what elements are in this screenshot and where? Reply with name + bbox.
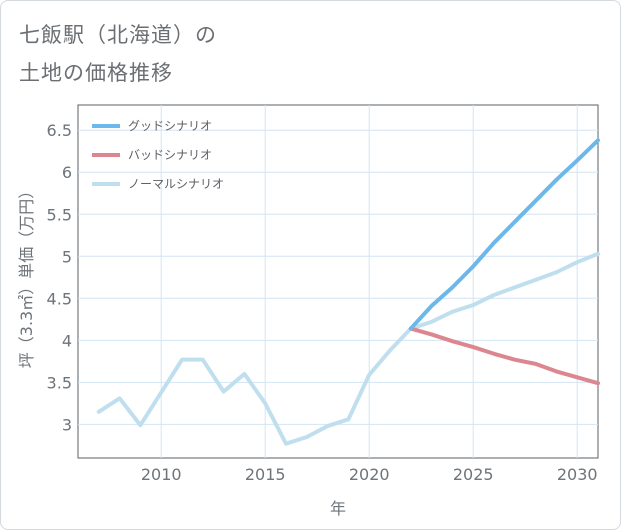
y-tick-label: 3.5 xyxy=(47,373,72,392)
y-tick-label: 4.5 xyxy=(47,289,72,308)
legend-label-2: ノーマルシナリオ xyxy=(128,177,224,191)
x-axis-label: 年 xyxy=(330,499,346,518)
y-tick-label: 6 xyxy=(62,163,72,182)
y-axis-label: 坪（3.3㎡）単価（万円） xyxy=(17,183,36,368)
y-tick-label: 5 xyxy=(62,247,72,266)
y-tick-label: 4 xyxy=(62,331,72,350)
tick-layer: 2010 2015 2020 2025 2030 3 3.5 4 4.5 5 5.5 6 6.5 xyxy=(47,121,598,484)
x-tick-label: 2030 xyxy=(557,465,598,484)
x-tick-label: 2010 xyxy=(141,465,182,484)
chart-title-line-1: 七飯駅（北海道）の xyxy=(19,23,217,47)
x-tick-label: 2025 xyxy=(453,465,494,484)
series-line-0 xyxy=(408,138,600,331)
x-tick-label: 2020 xyxy=(349,465,390,484)
y-tick-label: 5.5 xyxy=(47,205,72,224)
legend-label-1: バッドシナリオ xyxy=(128,148,212,162)
y-tick-label: 6.5 xyxy=(47,121,72,140)
chart-title-line-2: 土地の価格推移 xyxy=(19,61,173,85)
x-tick-label: 2015 xyxy=(245,465,286,484)
series-layer xyxy=(96,138,600,446)
series-line-2 xyxy=(96,251,600,446)
legend-label-0: グッドシナリオ xyxy=(128,119,212,133)
plot-area xyxy=(77,104,599,459)
series-line-1 xyxy=(408,326,600,386)
y-tick-label: 3 xyxy=(62,415,72,434)
